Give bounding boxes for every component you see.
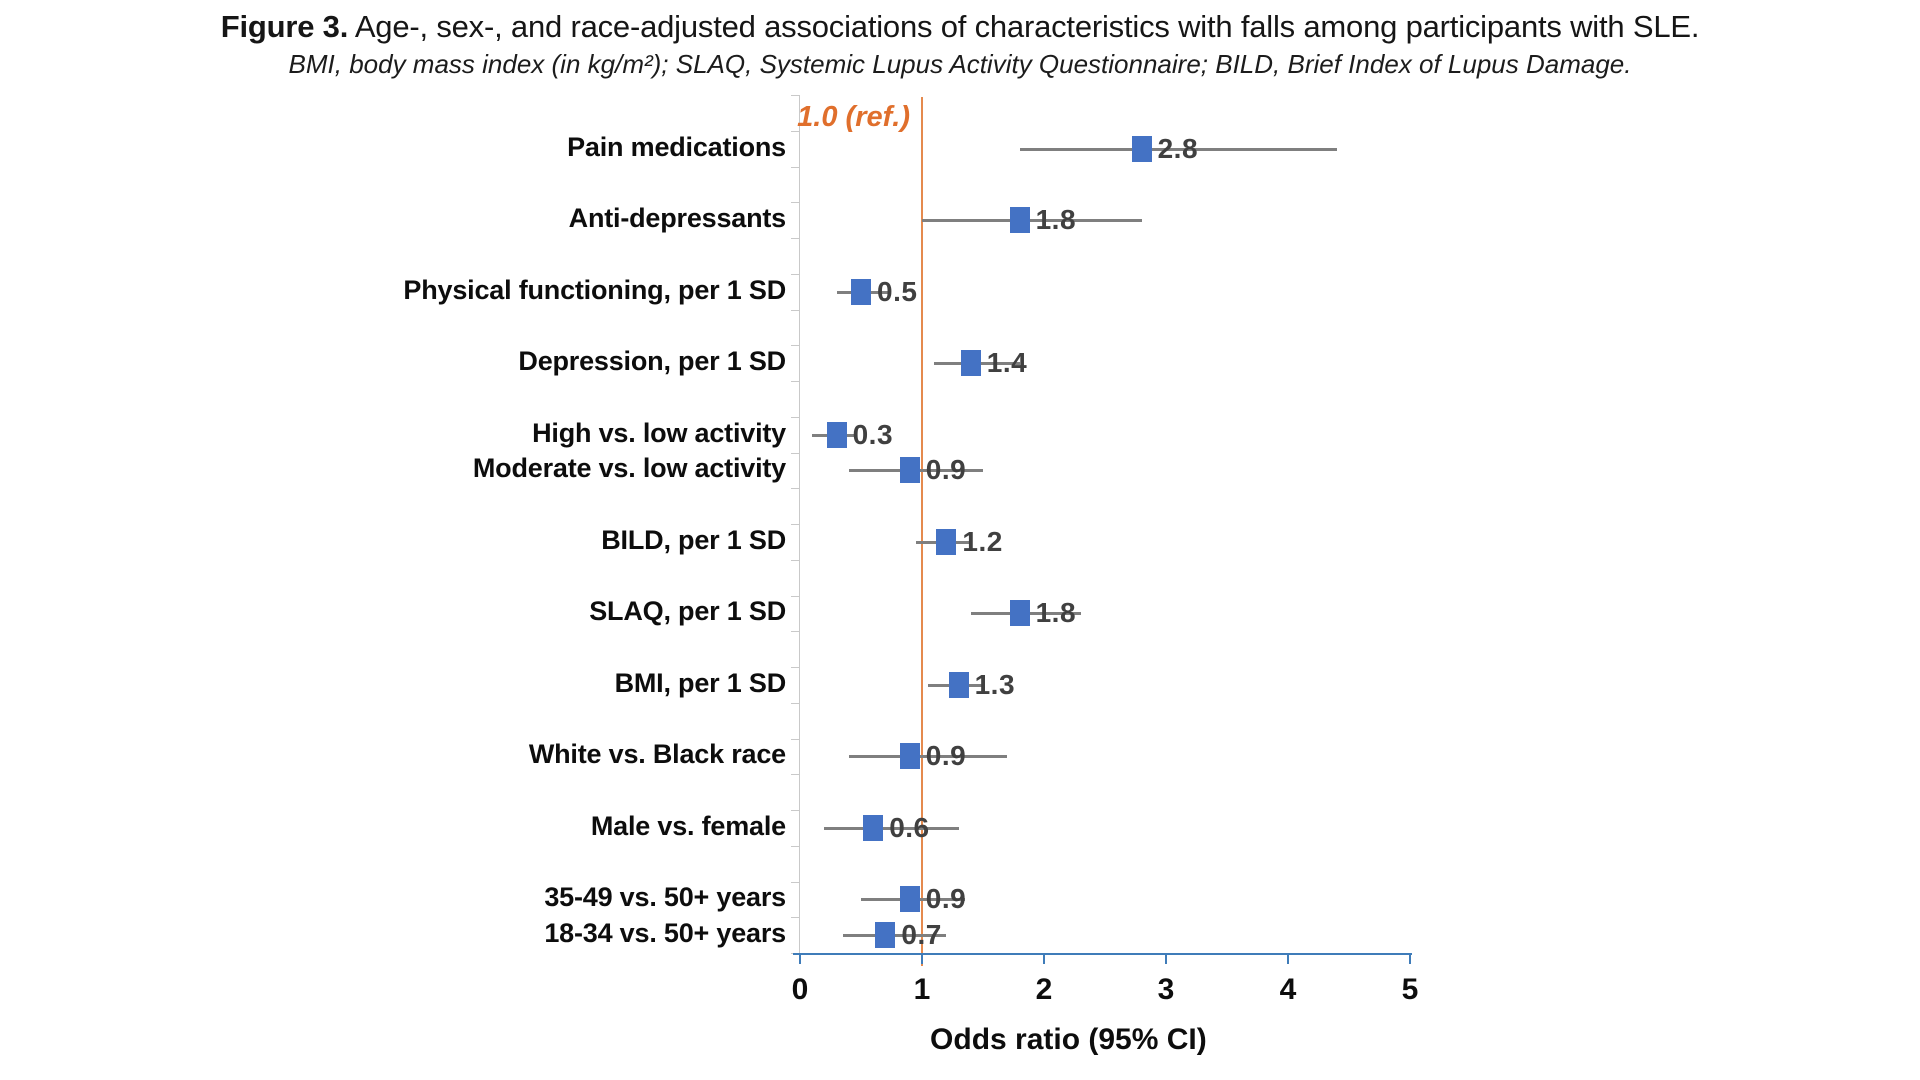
x-axis-tick bbox=[1409, 955, 1411, 964]
row-label: High vs. low activity bbox=[532, 417, 786, 448]
x-axis bbox=[793, 953, 1412, 955]
row-label: White vs. Black race bbox=[528, 739, 786, 770]
x-axis-tick-label: 1 bbox=[913, 973, 931, 1006]
or-marker bbox=[948, 671, 969, 698]
category-tick bbox=[791, 309, 800, 311]
x-axis-tick-label: 0 bbox=[791, 973, 809, 1006]
row-label: Male vs. female bbox=[590, 810, 786, 841]
x-axis-tick bbox=[1043, 955, 1045, 964]
category-tick bbox=[791, 273, 800, 275]
row-label: 35-49 vs. 50+ years bbox=[544, 882, 786, 913]
or-value-label: 1.2 bbox=[962, 525, 1003, 557]
category-tick bbox=[791, 381, 800, 382]
or-marker bbox=[1009, 207, 1030, 234]
or-marker bbox=[899, 743, 920, 770]
or-marker bbox=[1009, 600, 1030, 627]
or-value-label: 0.6 bbox=[889, 811, 930, 843]
category-tick bbox=[791, 238, 800, 239]
ci-line bbox=[1019, 147, 1337, 151]
reference-line bbox=[921, 97, 923, 966]
x-axis-tick-label: 4 bbox=[1279, 973, 1297, 1006]
category-tick bbox=[791, 130, 800, 132]
x-axis-tick bbox=[1165, 955, 1167, 964]
category-tick bbox=[791, 810, 800, 811]
or-marker bbox=[936, 528, 957, 555]
figure-title-text: Age-, sex-, and race-adjusted associatio… bbox=[348, 9, 1700, 44]
row-label: 18-34 vs. 50+ years bbox=[544, 918, 786, 949]
category-tick bbox=[791, 166, 800, 168]
or-value-label: 1.8 bbox=[1035, 204, 1077, 236]
x-axis-tick bbox=[799, 955, 801, 964]
or-marker bbox=[960, 350, 981, 377]
ci-line bbox=[824, 826, 959, 830]
x-axis-tick-label: 5 bbox=[1401, 973, 1419, 1006]
or-value-label: 0.9 bbox=[925, 740, 967, 772]
x-axis-tick-label: 3 bbox=[1157, 973, 1175, 1006]
ci-line bbox=[922, 219, 1142, 223]
category-tick bbox=[791, 845, 800, 847]
row-label: Pain medications bbox=[567, 131, 786, 162]
category-tick bbox=[791, 702, 800, 704]
x-axis-tick bbox=[1287, 955, 1289, 964]
category-tick bbox=[791, 345, 800, 347]
category-tick bbox=[791, 595, 800, 597]
or-value-label: 1.4 bbox=[986, 347, 1028, 379]
or-value-label: 0.3 bbox=[852, 418, 894, 450]
row-label: Depression, per 1 SD bbox=[518, 346, 786, 377]
category-tick bbox=[791, 202, 800, 204]
or-value-label: 2.8 bbox=[1157, 132, 1199, 164]
or-value-label: 0.5 bbox=[877, 275, 918, 307]
x-axis-tick bbox=[921, 955, 923, 964]
or-value-label: 0.9 bbox=[925, 883, 967, 915]
or-marker bbox=[875, 922, 896, 949]
row-label: BMI, per 1 SD bbox=[614, 667, 787, 698]
category-tick bbox=[791, 452, 800, 454]
figure-title: Figure 3. Age-, sex-, and race-adjusted … bbox=[0, 8, 1920, 46]
category-tick bbox=[791, 559, 800, 561]
or-marker bbox=[851, 278, 871, 305]
row-label: BILD, per 1 SD bbox=[601, 524, 786, 555]
category-tick bbox=[791, 488, 800, 490]
category-tick bbox=[791, 917, 800, 919]
or-value-label: 1.3 bbox=[974, 668, 1016, 700]
x-axis-title: Odds ratio (95% CI) bbox=[930, 1023, 1207, 1056]
row-label: Physical functioning, per 1 SD bbox=[403, 274, 786, 305]
ci-line bbox=[848, 755, 1008, 759]
category-tick bbox=[791, 416, 800, 418]
or-value-label: 1.8 bbox=[1035, 597, 1077, 629]
category-tick bbox=[791, 631, 800, 633]
category-tick bbox=[791, 524, 800, 525]
or-marker bbox=[863, 814, 884, 841]
figure-number: Figure 3. bbox=[220, 9, 349, 44]
or-marker bbox=[1131, 135, 1152, 162]
x-axis-tick-label: 2 bbox=[1035, 973, 1053, 1006]
category-tick bbox=[791, 774, 800, 776]
category-tick bbox=[791, 881, 800, 883]
row-label: SLAQ, per 1 SD bbox=[589, 596, 786, 627]
or-marker bbox=[899, 457, 920, 484]
row-label: Anti-depressants bbox=[568, 203, 787, 234]
or-marker bbox=[899, 886, 920, 913]
or-value-label: 0.7 bbox=[901, 919, 942, 951]
category-tick bbox=[791, 738, 800, 740]
or-value-label: 0.9 bbox=[925, 454, 967, 486]
or-marker bbox=[826, 421, 847, 448]
reference-label: 1.0 (ref.) bbox=[797, 101, 910, 133]
figure-subtitle: BMI, body mass index (in kg/m²); SLAQ, S… bbox=[288, 49, 1632, 79]
category-tick bbox=[791, 667, 800, 668]
row-label: Moderate vs. low activity bbox=[472, 453, 786, 484]
category-tick bbox=[791, 95, 800, 96]
